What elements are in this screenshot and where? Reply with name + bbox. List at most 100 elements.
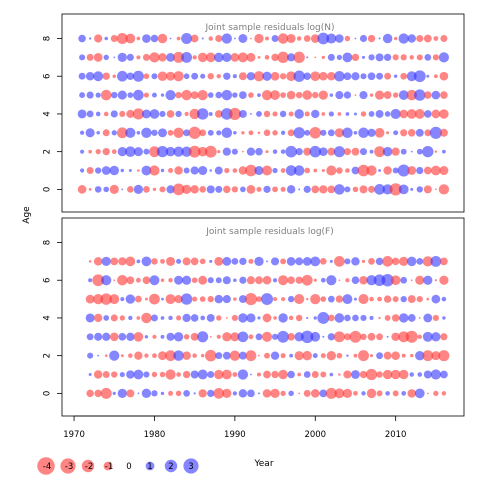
residual-bubble	[440, 91, 448, 99]
residual-bubble	[319, 185, 328, 194]
residual-bubble	[383, 351, 392, 360]
residual-bubble	[116, 32, 128, 45]
residual-bubble	[86, 333, 94, 341]
residual-bubble	[392, 167, 399, 174]
residual-bubble	[110, 314, 118, 322]
residual-bubble	[152, 334, 157, 339]
legend-label: 3	[188, 462, 193, 472]
residual-bubble	[327, 72, 336, 81]
residual-bubble	[133, 331, 144, 342]
residual-bubble	[360, 333, 367, 341]
residual-bubble	[287, 295, 295, 303]
residual-bubble	[430, 255, 442, 267]
residual-bubble	[229, 350, 241, 361]
residual-bubble	[406, 89, 417, 101]
residual-bubble	[393, 130, 399, 136]
residual-bubble	[353, 297, 357, 301]
residual-bubble	[429, 126, 442, 139]
residual-bubble	[102, 147, 110, 156]
residual-bubble	[182, 313, 191, 323]
residual-bubble	[215, 185, 223, 193]
residual-bubble	[126, 370, 135, 379]
residual-bubble	[85, 294, 95, 304]
residual-bubble	[311, 371, 319, 378]
y-tick-label: 2	[43, 353, 53, 358]
residual-bubble	[312, 353, 318, 359]
residual-bubble	[352, 314, 359, 322]
residual-bubble	[198, 165, 208, 176]
legend-bubble	[103, 461, 113, 471]
residual-bubble	[334, 70, 345, 82]
residual-bubble	[201, 37, 204, 40]
residual-bubble	[213, 388, 225, 399]
residual-bubble	[369, 315, 374, 320]
residual-bubble	[439, 275, 449, 285]
residual-bubble	[204, 349, 217, 362]
residual-bubble	[433, 74, 438, 79]
residual-bubble	[233, 37, 236, 40]
residual-bubble	[248, 258, 254, 264]
residual-bubble	[385, 391, 390, 396]
residual-bubble	[358, 294, 369, 305]
residual-bubble	[95, 149, 101, 155]
residual-bubble	[366, 165, 377, 176]
residual-bubble	[410, 187, 414, 191]
residual-bubble	[319, 71, 328, 81]
y-tick-label: 0	[43, 391, 53, 396]
residual-bubble	[213, 52, 224, 63]
residual-bubble	[206, 313, 215, 322]
residual-bubble	[193, 392, 196, 395]
residual-bubble	[134, 295, 142, 303]
residual-bubble	[400, 54, 407, 61]
residual-bubble	[208, 112, 213, 116]
residual-bubble	[293, 70, 305, 82]
residual-bubble	[77, 185, 87, 194]
residual-bubble	[321, 168, 325, 173]
residual-bubble	[149, 146, 160, 158]
residual-bubble	[150, 314, 158, 322]
residual-bubble	[366, 275, 377, 286]
residual-bubble	[256, 296, 262, 302]
residual-bubble	[111, 371, 118, 378]
residual-bubble	[169, 37, 172, 40]
residual-bubble	[398, 90, 409, 100]
residual-bubble	[261, 331, 273, 342]
residual-bubble	[232, 168, 238, 173]
residual-bubble	[311, 185, 320, 194]
residual-bubble	[410, 150, 413, 153]
residual-bubble	[390, 369, 401, 380]
residual-bubble	[310, 389, 320, 398]
panel-logF-title: Joint sample residuals log(F)	[205, 227, 333, 237]
residual-bubble	[336, 352, 343, 359]
residual-bubble	[422, 145, 434, 158]
residual-bubble	[254, 256, 264, 267]
residual-bubble	[334, 313, 345, 323]
residual-bubble	[351, 276, 360, 285]
residual-bubble	[327, 185, 336, 194]
residual-bubble	[263, 370, 271, 379]
residual-bubble	[416, 186, 423, 193]
residual-bubble	[376, 352, 383, 360]
residual-bubble	[101, 256, 111, 267]
residual-bubble	[183, 334, 190, 340]
residual-bubble	[357, 164, 370, 177]
residual-bubble	[322, 335, 325, 338]
residual-bubble	[150, 34, 159, 43]
panel-logN-bubbles	[77, 32, 450, 196]
residual-bubble	[391, 257, 400, 266]
residual-bubble	[327, 295, 335, 303]
residual-bubble	[338, 373, 341, 376]
residual-bubble	[214, 369, 224, 380]
residual-bubble	[188, 126, 201, 139]
residual-bubble	[280, 92, 286, 98]
residual-bubble	[407, 34, 416, 43]
residual-bubble	[320, 296, 327, 302]
residual-bubble	[422, 331, 433, 342]
residual-bubble	[343, 148, 351, 156]
residual-bubble	[298, 188, 301, 191]
panel-logN-frame	[61, 13, 465, 213]
residual-bubble	[369, 93, 374, 97]
residual-bubble	[120, 168, 125, 173]
residual-bubble	[270, 90, 280, 100]
